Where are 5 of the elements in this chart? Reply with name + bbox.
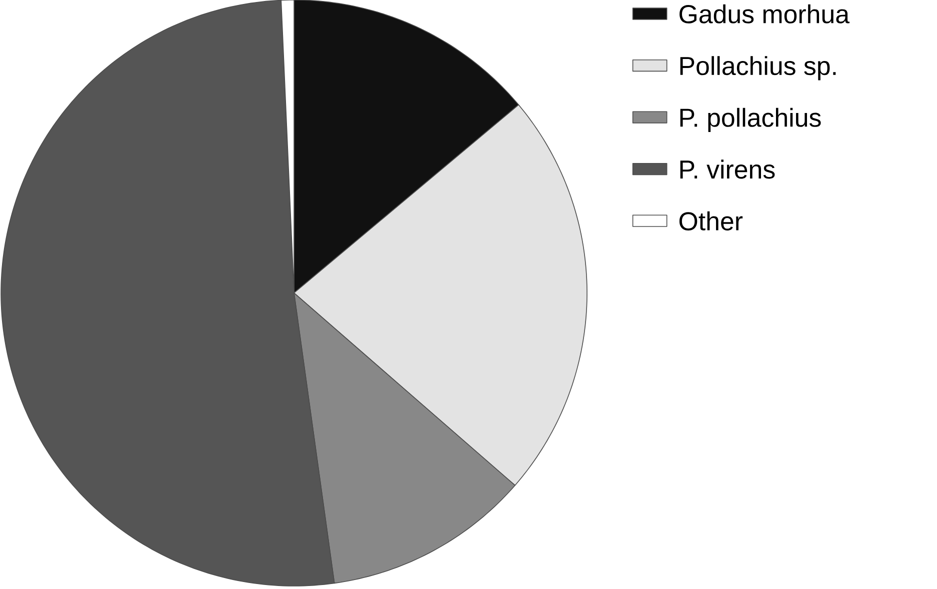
legend-label: Pollachius sp. — [680, 56, 836, 80]
legend-label: P. pollachius — [680, 108, 821, 132]
legend-label: Gadus morhua — [680, 4, 850, 24]
legend-label: P. virens — [680, 160, 775, 179]
legend-label: Other — [679, 211, 743, 230]
